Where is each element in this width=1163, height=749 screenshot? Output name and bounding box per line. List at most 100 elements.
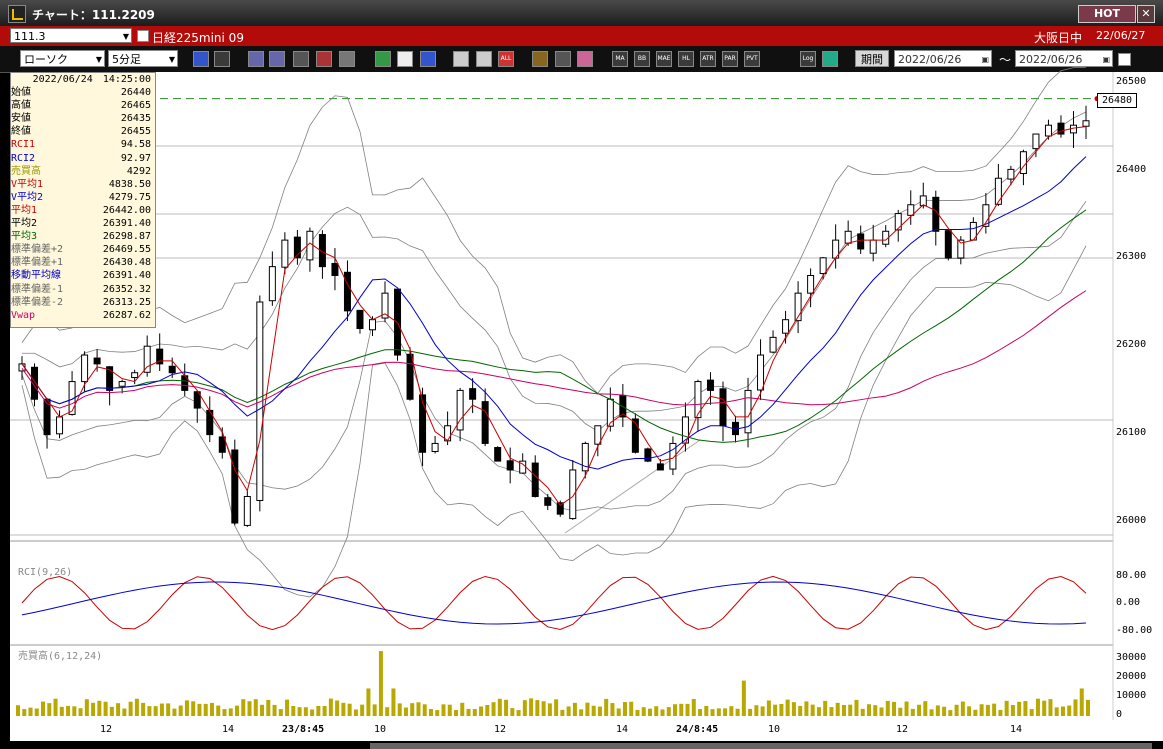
info-row-value: 26440 [120,87,151,99]
split-icon[interactable] [316,51,332,67]
time-tick: 24/8:45 [676,724,719,735]
btn-hl[interactable]: HL [678,51,694,67]
period-checkbox[interactable] [1118,53,1131,66]
candle-body [494,447,502,462]
candle-left-icon[interactable] [453,51,469,67]
pointer-icon[interactable] [397,51,413,67]
all-icon[interactable]: ALL [498,51,514,67]
volume-bar [1073,699,1078,716]
volume-bar [1060,706,1065,716]
candle-body [606,398,614,427]
scrollbar-thumb[interactable] [370,743,1152,749]
period-button[interactable]: 期間 [855,50,889,67]
volume-bar [1086,699,1090,716]
price-tick: 26200 [1116,339,1147,350]
volume-bar [1054,707,1059,716]
volume-bar [535,700,540,716]
volume-bar [591,705,596,716]
btn-par[interactable]: PAR [722,51,738,67]
candle-body [156,348,164,365]
symbol-checkbox[interactable] [137,30,149,42]
volume-bar [1023,701,1028,716]
volume-bar [616,708,621,716]
rci-short-line [21,575,1087,631]
cursor-icon[interactable] [248,51,264,67]
volume-bar [84,699,89,716]
window-titlebar: チャート：111.2209 HOT ✕ [0,0,1163,26]
btn-pvt[interactable]: PVT [744,51,760,67]
draw-line-icon[interactable] [375,51,391,67]
candle-body [419,394,427,453]
volume-bar [904,701,909,716]
undo-icon[interactable] [420,51,436,67]
volume-bar [917,704,922,716]
volume-bar [203,703,208,716]
volume-tick: 10000 [1116,690,1147,701]
info-row-label: 安値 [11,113,31,125]
volume-bar [410,703,415,716]
settings-icon[interactable] [532,51,548,67]
volume-bar [1017,701,1022,716]
btn-log[interactable]: Log [800,51,816,67]
interval-value: 5分足 [112,53,141,66]
volume-bar [791,702,796,716]
volume-bar [967,706,972,716]
wrench-icon[interactable] [555,51,571,67]
volume-bar [247,701,252,716]
info-row-label: 標準偏差-1 [11,283,64,295]
chart-type-value: ローソク [24,53,68,66]
info-row-value: 26298.87 [102,231,151,243]
volume-bar [635,709,640,716]
info-row-value: 26435 [120,113,151,125]
volume-bar [948,710,953,716]
price-tick: 26500 [1116,76,1147,87]
ma-long-line [21,209,1087,443]
to-date-field[interactable]: 2022/06/26 ▣ [1015,50,1113,67]
volume-bar [109,706,114,716]
candle-body [381,292,389,319]
volume-bar [735,708,740,716]
rci-tick: 0.00 [1116,597,1141,608]
zoom-icon[interactable] [193,51,209,67]
info-icon[interactable] [339,51,355,67]
volume-bar [673,704,678,716]
candle-right-icon[interactable] [476,51,492,67]
crosshair-icon[interactable] [214,51,230,67]
volume-bar [572,702,577,716]
volume-bar [97,700,102,716]
candle-body [857,233,865,250]
export-icon[interactable] [822,51,838,67]
search-icon[interactable] [269,51,285,67]
info-row-label: 売買高 [11,165,41,177]
hot-button[interactable]: HOT [1078,5,1136,23]
from-date-field[interactable]: 2022/06/26 ▣ [894,50,992,67]
candle-body [782,319,790,334]
volume-bar [416,702,421,716]
volume-bar [441,704,446,716]
volume-bar [504,699,509,716]
btn-ma[interactable]: MA [612,51,628,67]
interval-select[interactable]: 5分足 ▼ [108,50,178,67]
close-icon[interactable]: ✕ [1137,5,1155,23]
volume-tick: 30000 [1116,652,1147,663]
info-row-label: V平均2 [11,191,44,203]
bar-chart-icon[interactable] [293,51,309,67]
color-palette-icon[interactable] [577,51,593,67]
candle-body [1044,124,1052,137]
volume-bar [403,707,408,716]
ma-mid-line [21,156,1087,470]
volume-bar [103,701,108,716]
volume-bar [829,707,834,716]
volume-bar [378,651,383,716]
symbol-code-select[interactable]: 111.3 ▼ [10,28,132,43]
info-row: 標準偏差-2 26313.25 [11,296,155,309]
btn-mae[interactable]: MAE [656,51,672,67]
volume-bar [529,698,534,716]
chart-type-select[interactable]: ローソク ▼ [20,50,105,67]
info-row: V平均2 4279.75 [11,191,155,204]
btn-atr[interactable]: ATR [700,51,716,67]
chart-area[interactable] [10,72,1163,749]
current-price-tag: 26480 [1097,93,1137,108]
btn-bb[interactable]: BB [634,51,650,67]
